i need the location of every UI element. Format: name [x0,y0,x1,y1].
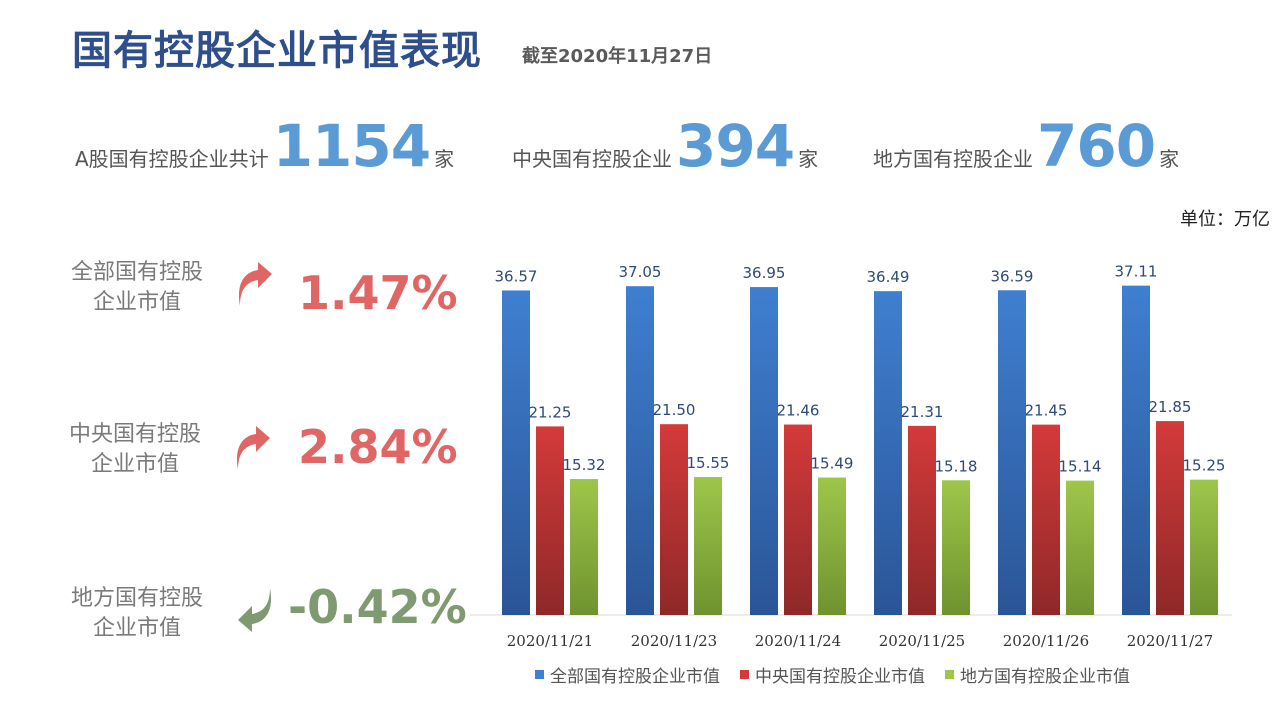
bar-central-3 [908,425,936,615]
bar-total-5 [1122,285,1150,615]
legend-swatch-local [945,670,954,679]
bar-central-5 [1156,421,1184,615]
bar-central-1 [660,424,688,615]
chart-legend: 全部国有控股企业市值 中央国有控股企业市值 地方国有控股企业市值 [535,662,1130,687]
metric-central-label-line1: 中央国有控股 [68,422,201,447]
metric-total-label: 全部国有控股 企业市值 [52,258,222,318]
bar-local-2 [818,477,846,615]
bar-total-2 [750,287,778,615]
data-label-total-0: 36.57 [495,267,538,285]
legend-swatch-central [740,670,749,679]
data-label-local-0: 15.32 [563,456,606,474]
bar-total-1 [626,286,654,615]
data-label-total-5: 37.11 [1115,263,1158,281]
bar-local-5 [1190,479,1218,615]
unit-label: 单位：万亿 [1180,209,1270,230]
x-tick-label-5: 2020/11/27 [1127,632,1213,650]
stat-local-label: 地方国有控股企业 [873,147,1033,171]
data-label-local-4: 15.14 [1059,458,1102,476]
bar-central-0 [536,426,564,615]
up-arrow-icon [238,262,272,306]
stat-central-label: 中央国有控股企业 [512,147,672,171]
metric-total-label-line2: 企业市值 [92,290,181,315]
bar-central-4 [1032,424,1060,615]
x-tick-label-4: 2020/11/26 [1003,632,1089,650]
metric-local-label-line2: 企业市值 [92,616,181,641]
bar-total-0 [502,290,530,615]
legend-swatch-total [535,670,544,679]
legend-label-central: 中央国有控股企业市值 [755,667,925,687]
stat-total-value: 1154 [272,112,431,180]
legend-label-local: 地方国有控股企业市值 [960,667,1130,687]
date-subtitle: 截至2020年11月27日 [522,46,713,67]
stat-local-value: 760 [1037,112,1156,180]
metric-local-label-line1: 地方国有控股 [70,586,203,611]
stat-total-label: A股国有控股企业共计 [75,147,269,171]
x-tick-label-3: 2020/11/25 [879,632,965,650]
data-label-central-5: 21.85 [1149,398,1192,416]
data-label-central-0: 21.25 [529,403,572,421]
legend-item-local: 地方国有控股企业市值 [945,662,1130,687]
data-label-central-2: 21.46 [777,402,820,420]
stat-total: A股国有控股企业共计 1154 家 [75,112,454,182]
metric-central-label: 中央国有控股 企业市值 [50,420,220,480]
data-label-total-2: 36.95 [743,264,786,282]
metric-local-label: 地方国有控股 企业市值 [52,584,222,644]
bar-local-0 [570,479,598,615]
stat-total-unit: 家 [434,147,455,171]
page-title: 国有控股企业市值表现 [72,28,482,74]
data-label-central-4: 21.45 [1025,402,1068,420]
legend-item-total: 全部国有控股企业市值 [535,662,720,687]
data-label-local-2: 15.49 [811,455,854,473]
metric-central-label-line2: 企业市值 [90,452,179,477]
metric-central-value: 2.84% [298,420,458,474]
data-label-total-1: 37.05 [619,263,662,281]
data-label-total-3: 36.49 [867,268,910,286]
bar-total-4 [998,290,1026,615]
data-label-total-4: 36.59 [991,267,1034,285]
bar-central-2 [784,424,812,615]
metric-local-value: -0.42% [288,580,467,634]
down-arrow-icon [238,588,272,632]
data-label-central-3: 21.31 [901,403,944,421]
market-value-bar-chart: 36.57 21.25 15.32 2020/11/21 37.05 21.50 15.55… [470,263,1232,650]
stat-local-unit: 家 [1159,147,1180,171]
metric-total-label-line1: 全部国有控股 [70,260,203,285]
data-label-local-5: 15.25 [1183,457,1226,475]
stat-central-unit: 家 [798,147,819,171]
legend-item-central: 中央国有控股企业市值 [740,662,925,687]
x-tick-label-1: 2020/11/23 [631,632,717,650]
data-label-local-3: 15.18 [935,457,978,475]
stat-local: 地方国有控股企业 760 家 [873,112,1179,182]
data-label-local-1: 15.55 [687,454,730,472]
bar-local-4 [1066,480,1094,615]
data-label-central-1: 21.50 [653,401,696,419]
metric-total-value: 1.47% [298,266,458,320]
x-tick-label-2: 2020/11/24 [755,632,841,650]
up-arrow-icon [236,426,270,470]
bar-local-1 [694,476,722,615]
bar-local-3 [942,480,970,615]
stat-central-value: 394 [676,112,795,180]
x-tick-label-0: 2020/11/21 [507,632,593,650]
stat-central: 中央国有控股企业 394 家 [512,112,818,182]
bar-total-3 [874,291,902,615]
legend-label-total: 全部国有控股企业市值 [550,667,720,687]
